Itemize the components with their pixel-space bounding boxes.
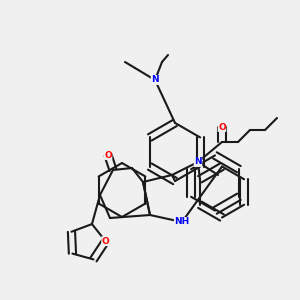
Text: O: O xyxy=(102,237,110,246)
Text: O: O xyxy=(104,151,112,160)
Text: N: N xyxy=(194,158,202,166)
Text: N: N xyxy=(151,76,159,85)
Text: O: O xyxy=(218,122,226,131)
Text: NH: NH xyxy=(174,218,190,226)
